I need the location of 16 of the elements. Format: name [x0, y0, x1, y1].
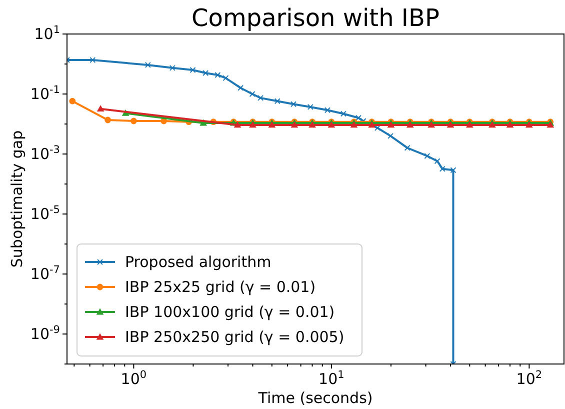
chart-title: Comparison with IBP [192, 4, 440, 32]
legend-label: IBP 25x25 grid (γ = 0.01) [125, 278, 316, 296]
x-tick-label: 10$^{0}$ [120, 369, 147, 388]
legend-label: IBP 100x100 grid (γ = 0.01) [125, 303, 335, 321]
y-tick-label: 10$^{-9}$ [30, 324, 60, 343]
x-tick-label: 10$^{1}$ [318, 369, 344, 388]
x-axis-title: Time (seconds) [257, 389, 373, 407]
y-tick-label: 10$^{-7}$ [30, 264, 60, 283]
y-tick-label: 10$^{-1}$ [30, 84, 60, 103]
legend-label: Proposed algorithm [125, 253, 272, 271]
y-tick-label: 10$^{1}$ [34, 24, 60, 43]
x-tick-label: 10$^{2}$ [516, 369, 542, 388]
y-axis-title: Suboptimality gap [8, 130, 26, 268]
legend-label: IBP 250x250 grid (γ = 0.005) [125, 328, 344, 346]
y-tick-label: 10$^{-3}$ [30, 144, 60, 163]
y-tick-label: 10$^{-5}$ [30, 204, 60, 223]
